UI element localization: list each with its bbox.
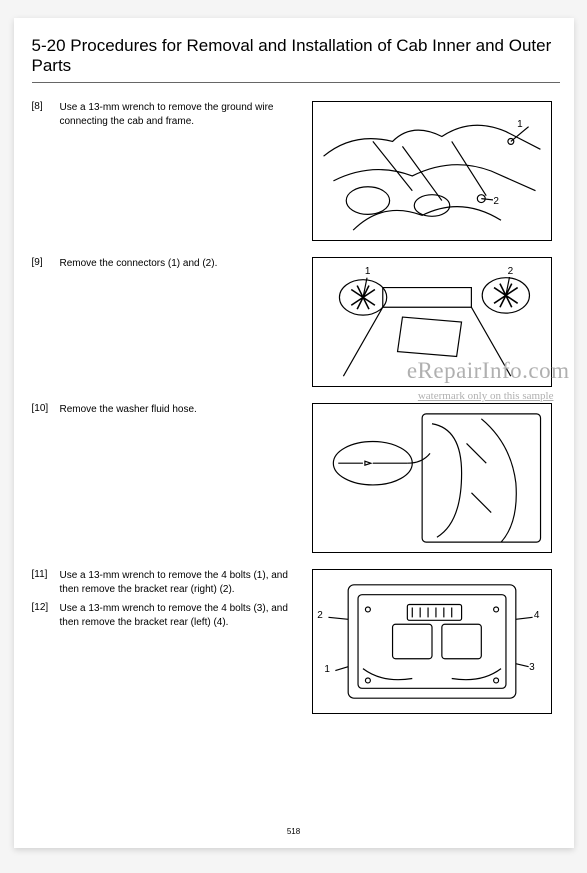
- step-number: [8]: [32, 101, 60, 112]
- page-number: 518: [14, 827, 574, 836]
- step-text-col: [8] Use a 13-mm wrench to remove the gro…: [32, 101, 312, 128]
- step-instruction: Use a 13-mm wrench to remove the ground …: [60, 101, 306, 128]
- page-title: 5-20 Procedures for Removal and Installa…: [32, 36, 560, 83]
- step-instruction: Remove the washer fluid hose.: [60, 403, 197, 417]
- figure-8-svg: [313, 102, 551, 240]
- figure-11-12: 2 1 4 3: [312, 569, 552, 714]
- step-row: [8] Use a 13-mm wrench to remove the gro…: [32, 101, 560, 241]
- callout-label: 2: [317, 610, 323, 621]
- step-instruction: Remove the connectors (1) and (2).: [60, 257, 218, 271]
- figure-col: 1 2: [312, 257, 552, 387]
- figure-9: 1 2: [312, 257, 552, 387]
- step-number: [12]: [32, 602, 60, 629]
- step-instruction: Use a 13-mm wrench to remove the 4 bolts…: [60, 569, 306, 596]
- callout-label: 1: [365, 266, 371, 277]
- step-number: [11]: [32, 569, 60, 596]
- figure-9-svg: [313, 258, 551, 386]
- step-instruction: Use a 13-mm wrench to remove the 4 bolts…: [60, 602, 306, 629]
- step-row: [10] Remove the washer fluid hose.: [32, 403, 560, 553]
- step-number: [9]: [32, 257, 60, 268]
- figure-10: [312, 403, 552, 553]
- figure-col: 2 1 4 3: [312, 569, 552, 714]
- callout-label: 1: [517, 119, 523, 130]
- callout-label: 3: [529, 662, 535, 673]
- figure-11-12-svg: [313, 570, 551, 713]
- document-page: 5-20 Procedures for Removal and Installa…: [14, 18, 574, 848]
- step-text-col: [9] Remove the connectors (1) and (2).: [32, 257, 312, 271]
- figure-10-svg: [313, 404, 551, 552]
- callout-label: 1: [324, 664, 330, 675]
- callout-label: 4: [534, 610, 540, 621]
- figure-col: 1 2: [312, 101, 552, 241]
- figure-col: [312, 403, 552, 553]
- step-number: [10]: [32, 403, 60, 414]
- callout-label: 2: [508, 266, 514, 277]
- step-text-col: [10] Remove the washer fluid hose.: [32, 403, 312, 417]
- step-row: [9] Remove the connectors (1) and (2).: [32, 257, 560, 387]
- figure-8: 1 2: [312, 101, 552, 241]
- step-row: [11] Use a 13-mm wrench to remove the 4 …: [32, 569, 560, 714]
- step-text-col: [11] Use a 13-mm wrench to remove the 4 …: [32, 569, 312, 629]
- callout-label: 2: [493, 196, 499, 207]
